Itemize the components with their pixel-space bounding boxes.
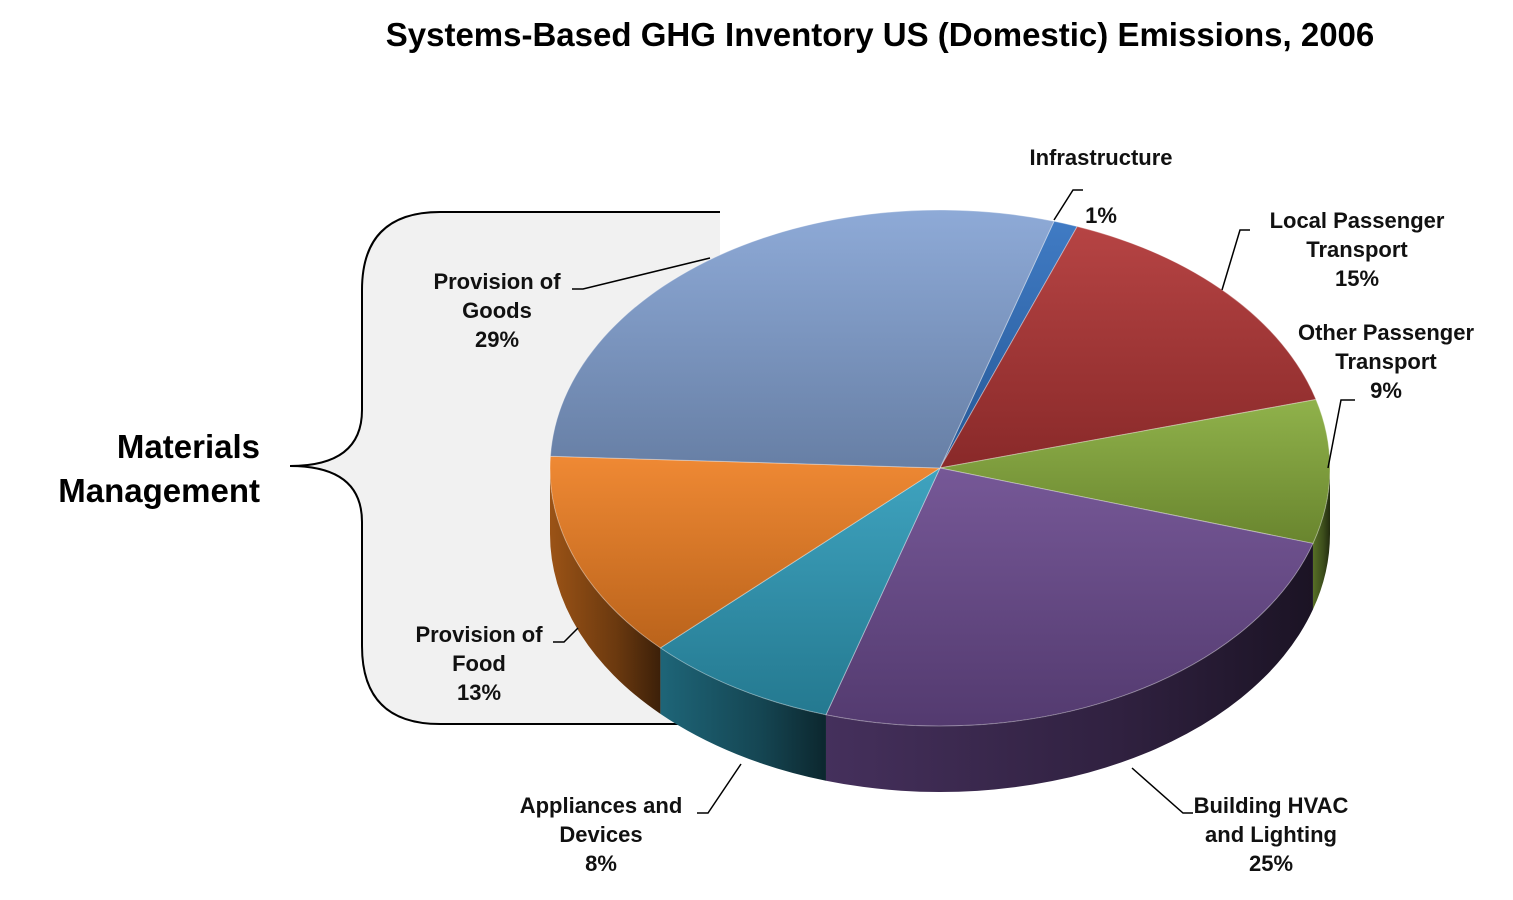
slice-label-other: Other Passenger bbox=[1298, 320, 1475, 345]
slice-side-food bbox=[550, 468, 661, 714]
slice-label-goods: Goods bbox=[462, 298, 532, 323]
slice-value-label-hvac: 25% bbox=[1249, 851, 1293, 876]
slice-side-other bbox=[1312, 468, 1330, 610]
slice-label-food: Food bbox=[452, 651, 506, 676]
pie-slice-other bbox=[939, 398, 1331, 544]
chart-title: Systems-Based GHG Inventory US (Domestic… bbox=[386, 16, 1375, 53]
slice-value-label-other: 9% bbox=[1370, 378, 1402, 403]
slice-label-devices: Devices bbox=[559, 822, 642, 847]
slice-value-label-devices: 8% bbox=[585, 851, 617, 876]
pie-slice-food bbox=[549, 455, 942, 649]
leader-line-local bbox=[1221, 229, 1250, 291]
pie-slice-local bbox=[939, 225, 1317, 469]
leader-line-food bbox=[553, 627, 579, 643]
bracket-outline bbox=[289, 211, 720, 725]
leader-line-goods bbox=[572, 257, 711, 290]
leader-line-hvac bbox=[1131, 767, 1193, 814]
slice-side-devices bbox=[660, 647, 826, 781]
slice-value-label-infra: 1% bbox=[1085, 203, 1117, 228]
pie-slice-devices bbox=[659, 466, 942, 716]
materials-management-label-line: Materials bbox=[117, 428, 260, 465]
materials-management-label-line: Management bbox=[58, 472, 260, 509]
slice-label-food: Provision of bbox=[415, 622, 543, 647]
slice-value-label-food: 13% bbox=[457, 680, 501, 705]
slice-label-devices: Appliances and bbox=[520, 793, 683, 818]
slice-label-other: Transport bbox=[1335, 349, 1437, 374]
leader-lines bbox=[553, 189, 1355, 814]
leader-line-infra bbox=[1053, 189, 1083, 221]
pie-slice-hvac bbox=[825, 467, 1314, 727]
pie-slice-infra bbox=[939, 220, 1078, 469]
slice-label-goods: Provision of bbox=[433, 269, 561, 294]
slice-side-hvac bbox=[825, 543, 1313, 793]
slice-label-infra: Infrastructure bbox=[1029, 145, 1172, 170]
slice-labels: Infrastructure 1% Local Passenger Transport… bbox=[415, 145, 1474, 876]
slice-value-label-goods: 29% bbox=[475, 327, 519, 352]
pie-slice-goods bbox=[549, 209, 1055, 469]
slice-label-hvac: Building HVAC bbox=[1194, 793, 1349, 818]
slice-label-hvac: and Lighting bbox=[1205, 822, 1337, 847]
slice-label-local: Local Passenger bbox=[1270, 208, 1445, 233]
pie-side-walls bbox=[550, 468, 1330, 793]
leader-line-other bbox=[1327, 399, 1355, 469]
slice-value-label-local: 15% bbox=[1335, 266, 1379, 291]
leader-line-devices bbox=[697, 763, 742, 814]
slice-label-local: Transport bbox=[1306, 237, 1408, 262]
pie-top-slices bbox=[549, 209, 1331, 727]
